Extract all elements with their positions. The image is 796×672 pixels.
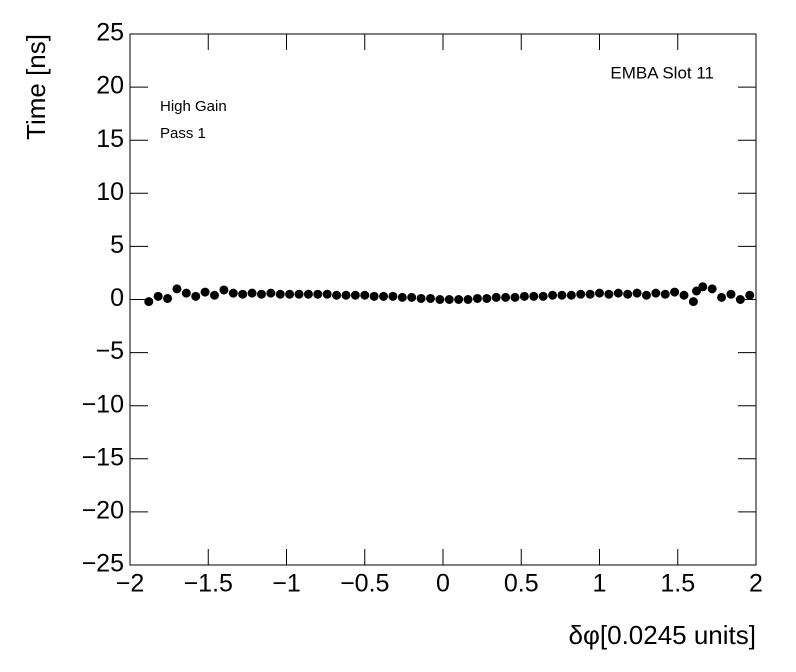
data-point (717, 292, 727, 302)
y-tick-label: −15 (82, 443, 124, 471)
y-tick-label: −5 (95, 337, 124, 365)
data-point (510, 292, 520, 302)
data-point (501, 292, 511, 302)
data-point (660, 289, 670, 299)
data-point (369, 291, 379, 301)
data-point (688, 297, 698, 307)
data-point (153, 291, 163, 301)
data-point (538, 291, 548, 301)
data-point (491, 292, 501, 302)
data-point (651, 288, 661, 298)
data-point (313, 289, 323, 299)
data-point (238, 289, 248, 299)
data-point (379, 291, 389, 301)
y-tick-label: 15 (96, 125, 124, 153)
y-tick-label: 0 (110, 284, 124, 312)
data-point (397, 292, 407, 302)
x-tick-label: −1 (272, 570, 301, 598)
data-point (200, 287, 210, 297)
data-point (294, 289, 304, 299)
data-point (341, 290, 351, 300)
data-point (735, 295, 745, 304)
data-point (332, 290, 342, 300)
annotation: Pass 1 (160, 125, 206, 142)
data-point (172, 284, 182, 294)
data-point (210, 290, 220, 300)
data-point (698, 282, 708, 292)
x-tick-label: 2 (749, 570, 763, 598)
x-tick-label: −2 (116, 570, 145, 598)
data-point (144, 297, 154, 307)
data-point (454, 295, 464, 304)
y-tick-label: −20 (82, 497, 124, 525)
data-point (322, 289, 332, 299)
data-point (435, 295, 445, 304)
data-point (285, 289, 295, 299)
data-point (632, 288, 642, 298)
y-tick-label: −25 (82, 550, 124, 578)
data-point (256, 289, 266, 299)
data-point (407, 292, 417, 302)
data-point (604, 289, 614, 299)
y-tick-label: −10 (82, 390, 124, 418)
data-point (163, 293, 173, 303)
x-axis-title: δφ[0.0245 units] (569, 620, 756, 650)
data-point (726, 289, 736, 299)
data-point (613, 288, 623, 298)
x-tick-label: 1 (593, 570, 607, 598)
data-point (519, 291, 529, 301)
data-point (557, 290, 567, 300)
data-point (585, 289, 595, 299)
y-tick-label: 20 (96, 72, 124, 100)
annotation: High Gain (160, 98, 227, 115)
x-tick-label: 0 (436, 570, 450, 598)
y-axis-title: Time [ns] (21, 34, 51, 140)
data-point (191, 291, 201, 301)
data-point (181, 288, 191, 298)
data-point (463, 295, 473, 304)
data-point (219, 285, 229, 295)
data-point (707, 284, 717, 294)
y-tick-label: 25 (96, 19, 124, 47)
data-point (472, 293, 482, 303)
data-point (303, 289, 313, 299)
data-point (416, 293, 426, 303)
y-tick-label: 5 (110, 231, 124, 259)
data-point (350, 290, 360, 300)
data-point (444, 295, 454, 304)
x-tick-label: −0.5 (340, 570, 389, 598)
data-point (247, 288, 257, 298)
x-tick-label: 0.5 (504, 570, 539, 598)
y-tick-label: 10 (96, 178, 124, 206)
data-point (482, 293, 492, 303)
data-point (548, 290, 558, 300)
data-point (529, 291, 539, 301)
data-point (566, 290, 576, 300)
data-point (679, 290, 689, 300)
data-point (388, 291, 398, 301)
annotation: EMBA Slot 11 (610, 63, 714, 82)
data-point (576, 289, 586, 299)
data-point (425, 293, 435, 303)
data-point (228, 288, 238, 298)
data-point (623, 289, 633, 299)
x-tick-label: 1.5 (660, 570, 695, 598)
data-point (745, 290, 755, 300)
data-point (266, 288, 276, 298)
data-point (275, 289, 285, 299)
data-point (670, 287, 680, 297)
data-point (641, 290, 651, 300)
data-point (595, 288, 604, 298)
data-point (360, 290, 370, 300)
x-tick-label: −1.5 (184, 570, 233, 598)
